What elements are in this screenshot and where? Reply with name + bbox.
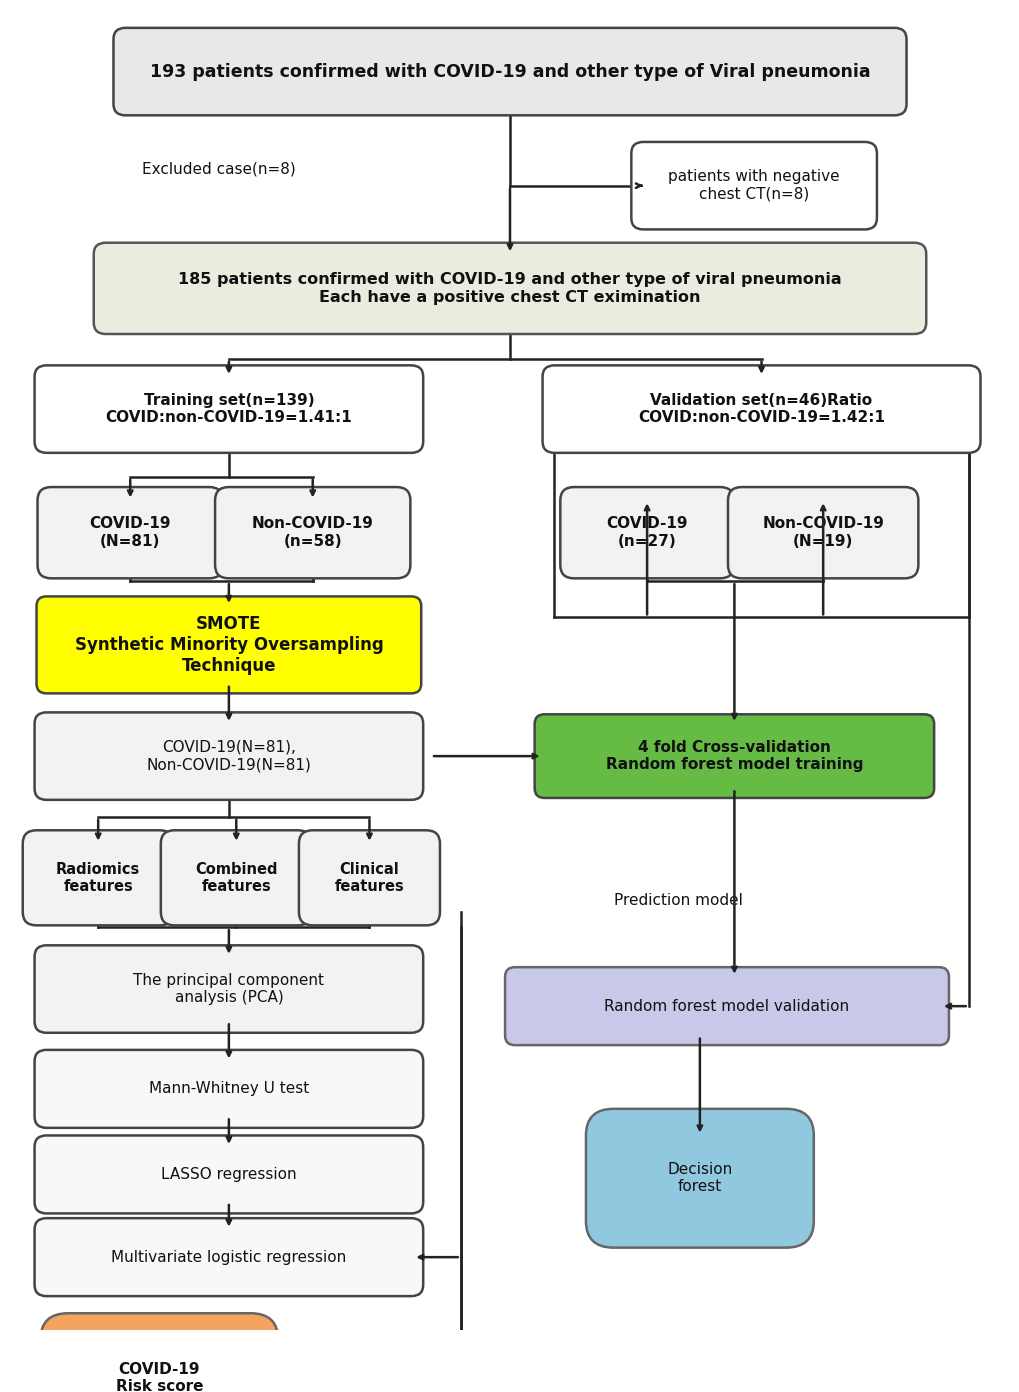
Text: SMOTE
Synthetic Minority Oversampling
Technique: SMOTE Synthetic Minority Oversampling Te… xyxy=(74,615,383,675)
Text: 185 patients confirmed with COVID-19 and other type of viral pneumonia
Each have: 185 patients confirmed with COVID-19 and… xyxy=(178,273,841,305)
Text: Excluded case(n=8): Excluded case(n=8) xyxy=(142,161,296,175)
Text: COVID-19(N=81),
Non-COVID-19(N=81): COVID-19(N=81), Non-COVID-19(N=81) xyxy=(147,741,311,773)
FancyBboxPatch shape xyxy=(728,487,917,578)
Text: LASSO regression: LASSO regression xyxy=(161,1166,297,1182)
FancyBboxPatch shape xyxy=(35,1136,423,1214)
FancyBboxPatch shape xyxy=(35,1218,423,1296)
Text: COVID-19
(n=27): COVID-19 (n=27) xyxy=(605,516,687,548)
Text: Random forest model validation: Random forest model validation xyxy=(604,998,849,1013)
FancyBboxPatch shape xyxy=(215,487,410,578)
FancyBboxPatch shape xyxy=(534,714,933,798)
Text: Radiomics
features: Radiomics features xyxy=(56,862,141,894)
Text: Non-COVID-19
(N=19): Non-COVID-19 (N=19) xyxy=(761,516,883,548)
Text: patients with negative
chest CT(n=8): patients with negative chest CT(n=8) xyxy=(667,170,839,202)
FancyBboxPatch shape xyxy=(559,487,734,578)
Text: Non-COVID-19
(n=58): Non-COVID-19 (n=58) xyxy=(252,516,373,548)
Text: The principal component
analysis (PCA): The principal component analysis (PCA) xyxy=(133,973,324,1005)
Text: Prediction model: Prediction model xyxy=(613,894,742,908)
Text: Combined
features: Combined features xyxy=(195,862,277,894)
FancyBboxPatch shape xyxy=(41,1313,278,1392)
FancyBboxPatch shape xyxy=(585,1109,813,1247)
Text: Validation set(n=46)Ratio
COVID:non-COVID-19=1.42:1: Validation set(n=46)Ratio COVID:non-COVI… xyxy=(638,393,884,426)
FancyBboxPatch shape xyxy=(542,365,979,452)
FancyBboxPatch shape xyxy=(35,713,423,800)
FancyBboxPatch shape xyxy=(35,945,423,1033)
FancyBboxPatch shape xyxy=(94,242,925,334)
FancyBboxPatch shape xyxy=(631,142,876,230)
Text: Training set(n=139)
COVID:non-COVID-19=1.41:1: Training set(n=139) COVID:non-COVID-19=1… xyxy=(105,393,352,426)
FancyBboxPatch shape xyxy=(299,830,439,926)
Text: 4 fold Cross-validation
Random forest model training: 4 fold Cross-validation Random forest mo… xyxy=(605,741,862,773)
Text: COVID-19
Risk score: COVID-19 Risk score xyxy=(115,1361,203,1392)
FancyBboxPatch shape xyxy=(38,487,223,578)
Text: 193 patients confirmed with COVID-19 and other type of Viral pneumonia: 193 patients confirmed with COVID-19 and… xyxy=(150,63,869,81)
Text: Mann-Whitney U test: Mann-Whitney U test xyxy=(149,1082,309,1097)
FancyBboxPatch shape xyxy=(22,830,173,926)
Text: Decision
forest: Decision forest xyxy=(666,1162,732,1194)
FancyBboxPatch shape xyxy=(161,830,312,926)
FancyBboxPatch shape xyxy=(35,1050,423,1128)
FancyBboxPatch shape xyxy=(37,596,421,693)
FancyBboxPatch shape xyxy=(504,967,948,1045)
Text: Multivariate logistic regression: Multivariate logistic regression xyxy=(111,1250,346,1265)
FancyBboxPatch shape xyxy=(113,28,906,116)
FancyBboxPatch shape xyxy=(35,365,423,452)
Text: COVID-19
(N=81): COVID-19 (N=81) xyxy=(90,516,171,548)
Text: Clinical
features: Clinical features xyxy=(334,862,404,894)
